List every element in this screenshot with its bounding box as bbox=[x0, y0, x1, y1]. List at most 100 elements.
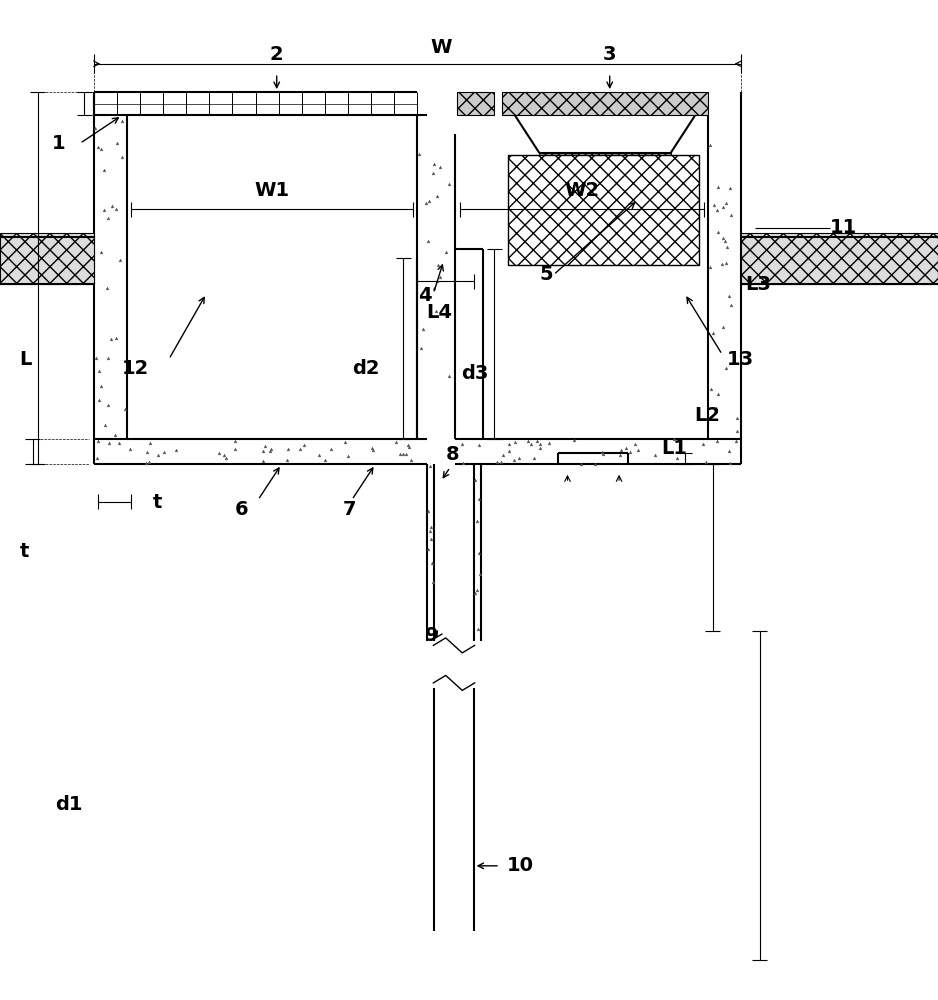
Point bbox=[92, 392, 107, 408]
Point bbox=[311, 447, 326, 463]
Point bbox=[716, 199, 731, 215]
Text: t: t bbox=[20, 542, 29, 561]
Point bbox=[94, 378, 109, 394]
Point bbox=[587, 456, 602, 472]
Point bbox=[658, 444, 673, 460]
Bar bbox=[502, 92, 708, 115]
Point bbox=[666, 431, 681, 447]
Text: 13: 13 bbox=[727, 350, 754, 369]
Point bbox=[217, 447, 232, 463]
Point bbox=[710, 386, 725, 402]
Point bbox=[490, 454, 505, 470]
Point bbox=[433, 269, 448, 285]
Point bbox=[423, 519, 438, 535]
Point bbox=[595, 444, 610, 460]
Text: 1: 1 bbox=[53, 134, 66, 153]
Point bbox=[228, 433, 243, 449]
Point bbox=[219, 450, 234, 466]
Point bbox=[718, 233, 733, 249]
Point bbox=[630, 442, 645, 458]
Point bbox=[470, 621, 485, 637]
Point bbox=[704, 381, 719, 397]
Point bbox=[263, 443, 278, 459]
Point bbox=[169, 442, 184, 458]
Point bbox=[264, 441, 279, 457]
Point bbox=[99, 280, 114, 296]
Point bbox=[723, 207, 738, 223]
Text: 3: 3 bbox=[603, 45, 616, 64]
Point bbox=[729, 410, 744, 426]
Point bbox=[719, 360, 734, 376]
Point bbox=[92, 363, 107, 379]
Point bbox=[280, 441, 295, 457]
Bar bbox=[457, 92, 494, 115]
Point bbox=[721, 288, 736, 304]
Point bbox=[696, 436, 711, 452]
Point bbox=[441, 176, 456, 192]
Point bbox=[151, 447, 166, 463]
Bar bbox=[539, 153, 671, 167]
Point bbox=[622, 444, 637, 460]
Point bbox=[470, 513, 485, 529]
Bar bbox=[741, 233, 938, 284]
Point bbox=[729, 433, 744, 449]
Bar bbox=[508, 155, 699, 265]
Point bbox=[541, 435, 556, 451]
Point bbox=[114, 149, 129, 165]
Point bbox=[431, 257, 446, 273]
Point bbox=[721, 443, 736, 459]
Point bbox=[420, 503, 435, 519]
Point bbox=[524, 436, 539, 452]
Point bbox=[112, 252, 127, 268]
Point bbox=[471, 437, 486, 453]
Point bbox=[467, 472, 482, 488]
Text: 6: 6 bbox=[234, 500, 249, 519]
Point bbox=[703, 259, 718, 275]
Point bbox=[109, 330, 124, 346]
Point bbox=[392, 446, 407, 462]
Point bbox=[420, 233, 435, 249]
Point bbox=[719, 255, 734, 271]
Point bbox=[710, 202, 725, 218]
Point bbox=[414, 340, 429, 356]
Point bbox=[716, 230, 731, 246]
Point bbox=[109, 201, 124, 217]
Point bbox=[142, 454, 157, 470]
Point bbox=[613, 442, 628, 458]
Point bbox=[114, 113, 129, 129]
Point bbox=[401, 439, 416, 455]
Point bbox=[257, 438, 272, 454]
Point bbox=[418, 195, 433, 211]
Point bbox=[521, 433, 536, 449]
Point bbox=[89, 450, 104, 466]
Point bbox=[157, 444, 172, 460]
Text: W2: W2 bbox=[564, 181, 599, 200]
Text: 7: 7 bbox=[342, 500, 356, 519]
Point bbox=[719, 239, 734, 255]
Point bbox=[421, 193, 436, 209]
Point bbox=[455, 455, 470, 471]
Point bbox=[422, 523, 437, 539]
Point bbox=[502, 443, 517, 459]
Point bbox=[366, 442, 381, 458]
Point bbox=[719, 195, 734, 211]
Point bbox=[97, 202, 112, 218]
Point bbox=[256, 453, 271, 469]
Point bbox=[710, 224, 725, 240]
Point bbox=[705, 325, 720, 341]
Point bbox=[467, 585, 482, 601]
Text: L2: L2 bbox=[694, 406, 720, 425]
Point bbox=[395, 446, 410, 462]
Point bbox=[110, 135, 125, 151]
Point bbox=[280, 452, 295, 468]
Point bbox=[365, 440, 380, 456]
Text: L: L bbox=[19, 350, 32, 369]
Text: d1: d1 bbox=[55, 795, 83, 814]
Point bbox=[502, 436, 517, 452]
Point bbox=[423, 458, 438, 474]
Point bbox=[90, 139, 105, 155]
Point bbox=[473, 566, 488, 582]
Point bbox=[441, 368, 456, 384]
Point bbox=[426, 165, 441, 181]
Point bbox=[708, 400, 723, 416]
